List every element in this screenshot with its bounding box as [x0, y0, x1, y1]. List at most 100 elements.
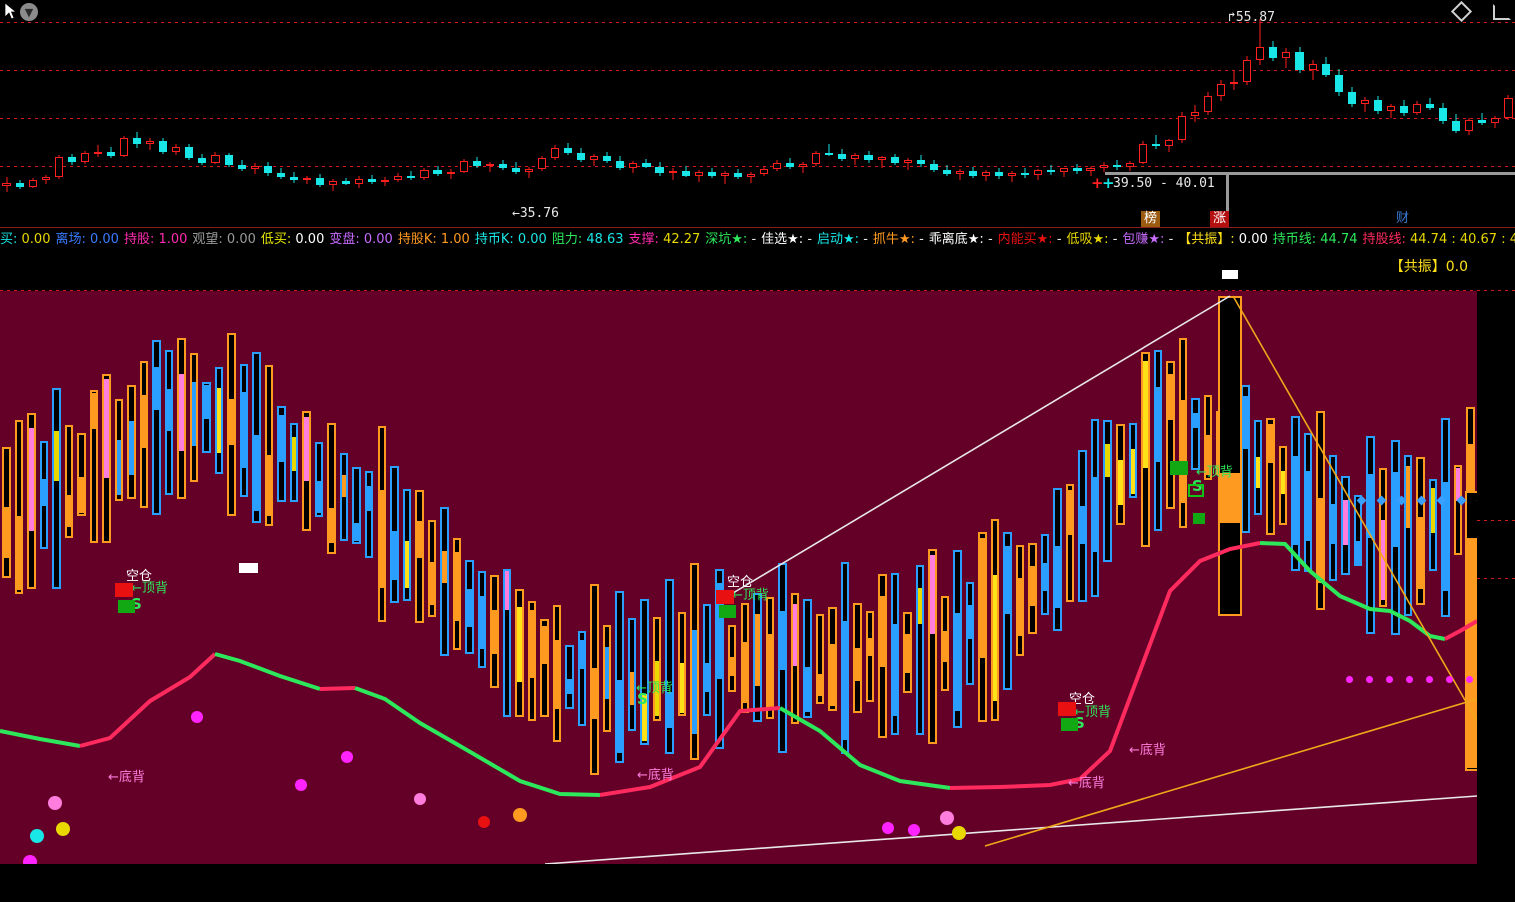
annotation-dibei: ←底背 [1129, 743, 1166, 758]
status-item-value: - [807, 232, 813, 247]
candle-body [877, 157, 886, 161]
status-item-10[interactable]: 深坑★: - [705, 232, 756, 247]
candle [955, 169, 964, 180]
scatter-marker [952, 826, 966, 840]
status-item-3[interactable]: 观望: 0.00 [192, 232, 255, 247]
indicator-bar-fill [955, 613, 960, 711]
status-item-0[interactable]: 买: 0.00 [0, 232, 50, 247]
candle-wick [1312, 59, 1314, 81]
indicator-bar-fill [279, 414, 284, 462]
bracket-icon[interactable] [1493, 4, 1511, 20]
status-item-9[interactable]: 支撑: 42.27 [629, 232, 701, 247]
gridline [0, 70, 1515, 71]
indicator-bar [828, 606, 837, 711]
candle-body [407, 175, 416, 178]
status-item-14[interactable]: 乖离底★: - [929, 232, 993, 247]
indicator-bar-fill [892, 623, 898, 717]
status-item-1[interactable]: 离场: 0.00 [55, 232, 118, 247]
candle-body [1008, 173, 1017, 177]
signal-square-marker [719, 605, 736, 618]
status-item-value: 0.00 [363, 232, 393, 247]
magenta-dot-marker [1426, 676, 1433, 683]
indicator-bar [928, 549, 937, 745]
candle-body [681, 170, 690, 176]
candle [1230, 70, 1239, 90]
status-item-11[interactable]: 佳选★: - [761, 232, 812, 247]
indicator-bar-fill [454, 552, 460, 622]
candle-body [1373, 99, 1382, 111]
status-item-5[interactable]: 变盘: 0.00 [329, 232, 392, 247]
candle [498, 159, 507, 170]
candle [407, 170, 416, 180]
candle-body [577, 153, 586, 160]
scatter-marker [513, 808, 527, 822]
moving-average-line [79, 652, 217, 748]
status-item-value: 0.00 [517, 232, 547, 247]
candle-wick [1063, 167, 1065, 178]
indicator-bar [1191, 397, 1200, 471]
indicator-bar [990, 519, 1000, 721]
status-item-19[interactable]: 持币线: 44.74 [1273, 232, 1358, 247]
candle [733, 169, 742, 179]
candle [1412, 101, 1422, 115]
candle [355, 176, 364, 188]
candle [185, 144, 194, 160]
candle-body [1295, 51, 1304, 70]
status-item-20[interactable]: 持股线: 44.74 : 40.67 : 41.57 : 38.41 [1362, 232, 1515, 247]
candle-body [263, 166, 272, 174]
indicator-bar [277, 405, 286, 503]
status-item-4[interactable]: 低买: 0.00 [261, 232, 324, 247]
status-item-8[interactable]: 阻力: 48.63 [552, 232, 624, 247]
status-item-13[interactable]: 抓牛★: - [873, 232, 924, 247]
price-chart-panel[interactable]: ▼ ←35.76 ↱55.87 39.50 - 40.01 + + 榜 涨 财 [0, 0, 1515, 228]
indicator-bar-fill [604, 646, 610, 699]
candle [1504, 94, 1513, 121]
indicator-bar [415, 490, 424, 623]
indicator-bar-fill [429, 561, 435, 606]
indicator-bar-fill [629, 672, 635, 705]
candle-wick [515, 162, 517, 174]
candle-body [1308, 63, 1317, 70]
candle-body [1347, 92, 1356, 105]
candle-body [15, 182, 24, 187]
candle [146, 138, 155, 150]
status-item-12[interactable]: 启动★: - [817, 232, 868, 247]
indicator-bar [440, 506, 449, 656]
candle-body [159, 141, 168, 152]
status-item-key: 阻力: [551, 232, 587, 247]
signal-square-marker [118, 600, 135, 613]
status-item-2[interactable]: 持股: 1.00 [124, 232, 187, 247]
candle [1491, 115, 1500, 128]
candle-body [1125, 162, 1134, 167]
candle-body [459, 161, 468, 172]
status-item-6[interactable]: 持股K: 1.00 [398, 232, 470, 247]
status-item-7[interactable]: 持币K: 0.00 [475, 232, 547, 247]
indicator-bar-fill [417, 521, 422, 558]
badge-bang[interactable]: 榜 [1141, 211, 1161, 227]
candle [446, 169, 455, 179]
candle [224, 153, 233, 167]
status-item-17[interactable]: 包赚★: - [1122, 232, 1173, 247]
candle-body [2, 182, 11, 186]
indicator-bar [1141, 351, 1150, 547]
candle-body [185, 146, 194, 158]
indicator-bar [865, 611, 875, 703]
candle-wick [672, 168, 674, 180]
chevron-down-icon[interactable]: ▼ [20, 3, 38, 21]
indicator-bar [39, 440, 49, 550]
badge-zhang[interactable]: 涨 [1210, 211, 1230, 227]
indicator-bar [77, 432, 86, 516]
indicator-bar-fill [542, 625, 547, 664]
indicator-status-bar[interactable]: 买: 0.00 离场: 0.00 持股: 1.00 观望: 0.00 低买: 0.00 变… [0, 230, 1515, 250]
status-item-18[interactable]: 【共振】: 0.00 [1178, 232, 1267, 247]
candle-body [838, 153, 847, 159]
signal-square-marker [1193, 513, 1205, 524]
annotation-dingbei: ←顶背 [131, 581, 168, 596]
status-item-15[interactable]: 内能买★: - [998, 232, 1062, 247]
diamond-icon[interactable] [1450, 0, 1473, 23]
badge-cai[interactable]: 财 [1396, 211, 1410, 226]
status-item-16[interactable]: 低吸★: - [1067, 232, 1118, 247]
magenta-dot-marker [1406, 676, 1413, 683]
candle-body [851, 154, 860, 159]
